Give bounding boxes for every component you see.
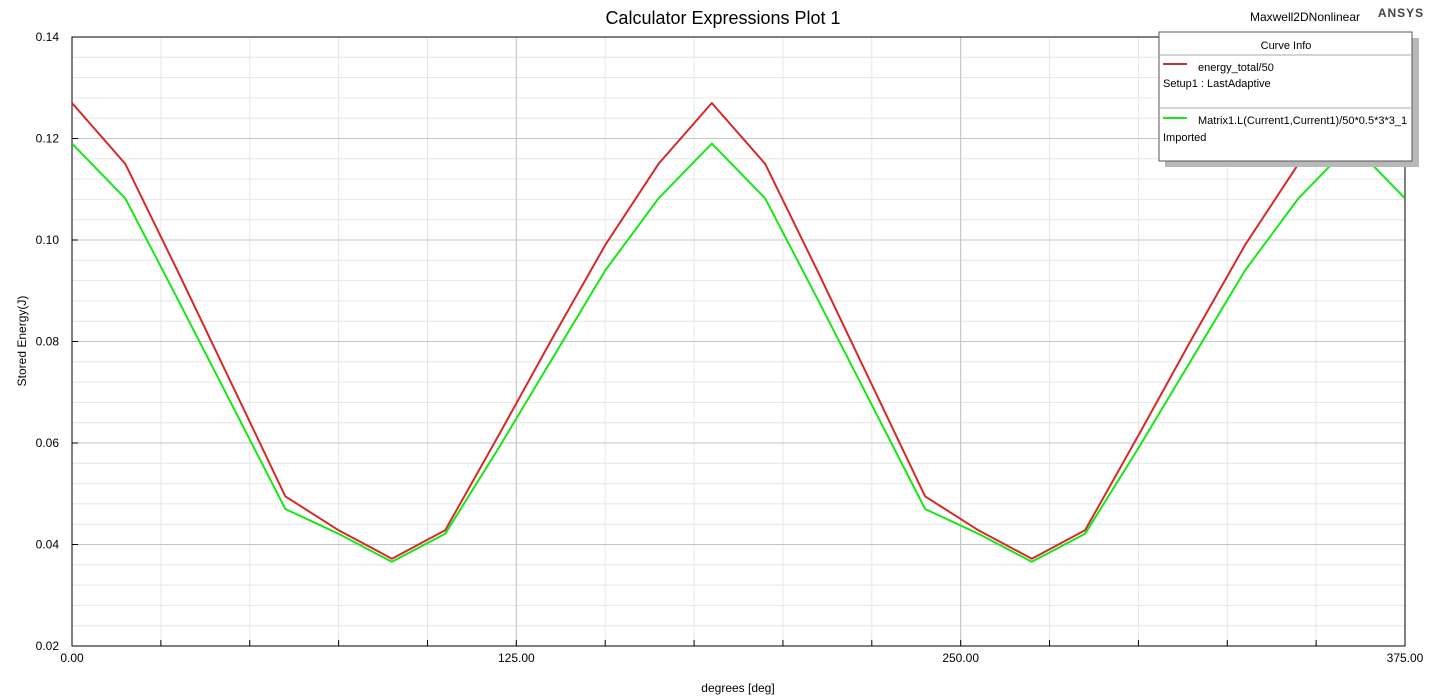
- series-line-1: [72, 142, 1405, 563]
- legend-title: Curve Info: [1261, 40, 1312, 52]
- x-tick-label: 250.00: [942, 651, 979, 665]
- y-axis-label: Stored Energy(J): [15, 296, 29, 387]
- series-group: [72, 102, 1405, 563]
- legend: Curve Info energy_total/50 Setup1 : Last…: [1158, 31, 1419, 167]
- x-axis-label: degrees [deg]: [701, 681, 774, 695]
- x-tick-label: 125.00: [498, 651, 535, 665]
- y-tick-label: 0.10: [36, 233, 60, 247]
- legend-entry-series-1: Matrix1.L(Current1,Current1)/50*0.5*3*3_…: [1198, 115, 1407, 127]
- series-line-0: [72, 102, 1405, 560]
- legend-box: [1158, 31, 1413, 162]
- x-axis: 0.00 125.00 250.00 375.00: [60, 640, 1424, 665]
- y-tick-label: 0.06: [36, 436, 60, 450]
- legend-source-series-0: Setup1 : LastAdaptive: [1163, 78, 1271, 90]
- project-name: Maxwell2DNonlinear: [1250, 10, 1360, 24]
- vendor-logo: ANSYS: [1378, 6, 1424, 20]
- chart-title: Calculator Expressions Plot 1: [605, 8, 840, 28]
- y-tick-label: 0.04: [36, 538, 60, 552]
- y-tick-label: 0.14: [36, 30, 60, 44]
- legend-entry-series-0: energy_total/50: [1198, 62, 1274, 74]
- y-tick-label: 0.12: [36, 132, 60, 146]
- y-tick-label: 0.02: [36, 639, 60, 653]
- y-axis: 0.02 0.04 0.06 0.08 0.10 0.12 0.14: [36, 30, 78, 653]
- y-tick-label: 0.08: [36, 335, 60, 349]
- x-tick-label: 0.00: [60, 651, 84, 665]
- x-tick-label: 375.00: [1387, 651, 1424, 665]
- legend-source-series-1: Imported: [1163, 132, 1206, 144]
